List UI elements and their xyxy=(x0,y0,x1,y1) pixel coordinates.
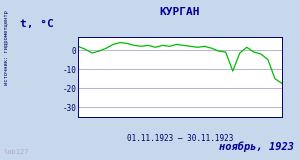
Text: КУРГАН: КУРГАН xyxy=(160,7,200,17)
Text: 01.11.1923 – 30.11.1923: 01.11.1923 – 30.11.1923 xyxy=(127,134,233,143)
Text: источник: гидрометцентр: источник: гидрометцентр xyxy=(4,11,9,85)
Text: lab127: lab127 xyxy=(3,149,29,155)
Text: ноябрь, 1923: ноябрь, 1923 xyxy=(219,141,294,152)
Text: t, °C: t, °C xyxy=(20,19,53,29)
